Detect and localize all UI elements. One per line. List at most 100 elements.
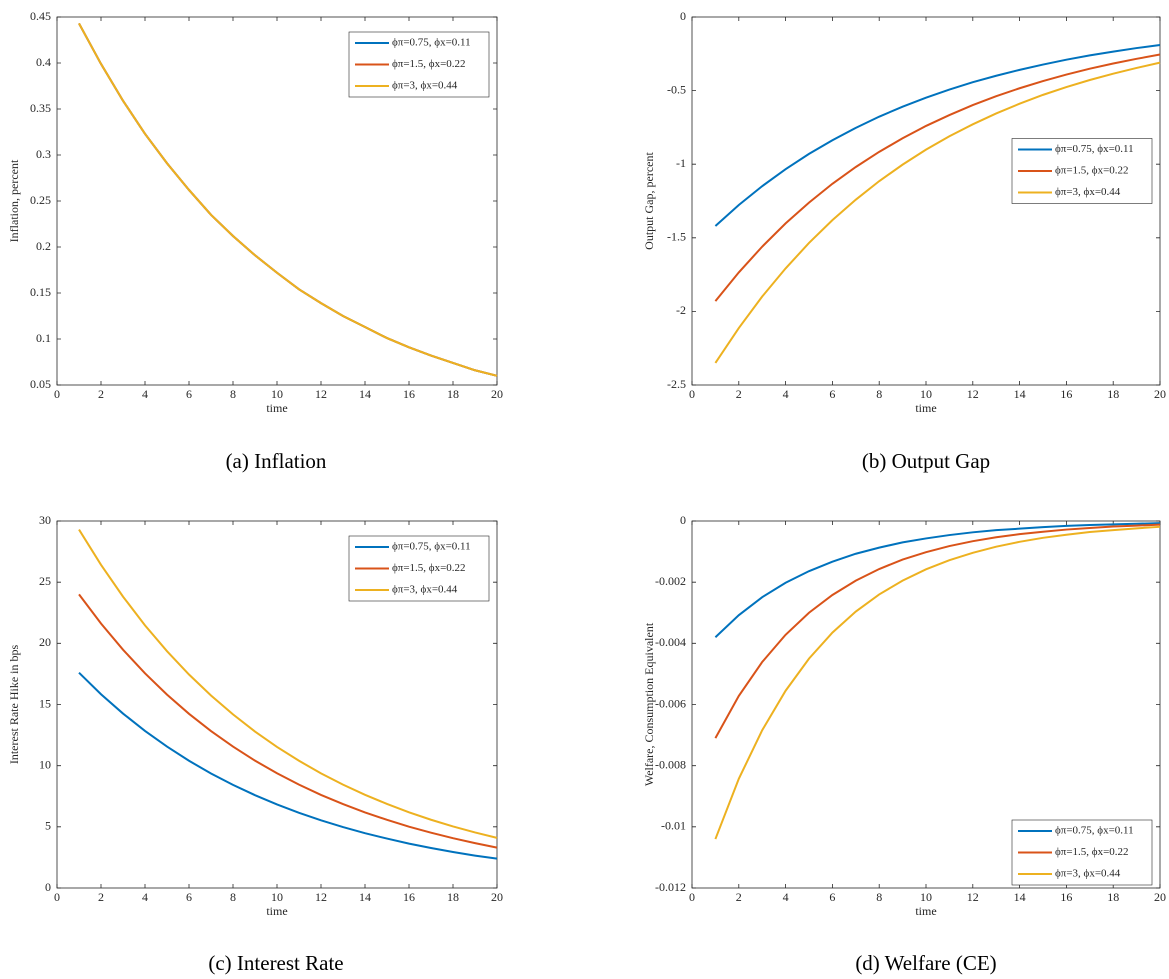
x-tick-label: 14 [1014,890,1026,904]
x-tick-label: 8 [876,890,882,904]
series-line [78,22,498,377]
y-tick-label: 0.3 [36,147,51,161]
x-tick-label: 16 [1060,387,1072,401]
legend-label: ϕπ=0.75, ϕx=0.11 [1055,825,1134,837]
x-tick-label: 18 [1107,387,1119,401]
x-tick-label: 4 [783,890,789,904]
caption: (d) Welfare (CE) [855,951,996,975]
x-tick-label: 2 [736,387,742,401]
x-tick-label: 10 [271,387,283,401]
y-tick-label: 0.4 [36,55,51,69]
x-axis-label: time [266,904,287,918]
y-tick-label: -0.002 [655,574,686,588]
series-line [714,522,1161,638]
series-line [78,593,498,849]
y-tick-label: 0 [45,880,51,894]
x-tick-label: 6 [186,890,192,904]
legend-label: ϕπ=0.75, ϕx=0.11 [392,541,471,553]
x-tick-label: 2 [98,387,104,401]
y-tick-label: 0 [680,9,686,23]
y-tick-label: -0.01 [661,819,686,833]
y-tick-label: 0.1 [36,331,51,345]
series-line [714,43,1161,227]
y-tick-label: -0.006 [655,696,686,710]
y-axis-label: Interest Rate Hike in bps [7,645,21,765]
y-tick-label: 15 [39,696,51,710]
x-tick-label: 12 [967,890,979,904]
x-tick-label: 12 [967,387,979,401]
x-tick-label: 0 [54,890,60,904]
x-axis-label: time [915,904,936,918]
x-tick-label: 14 [359,890,371,904]
legend-label: ϕπ=1.5, ϕx=0.22 [1055,165,1129,177]
x-tick-label: 12 [315,890,327,904]
y-tick-label: -2 [676,303,686,317]
y-tick-label: 0.45 [30,9,51,23]
x-tick-label: 18 [447,387,459,401]
x-tick-label: 16 [403,890,415,904]
x-tick-label: 2 [736,890,742,904]
x-tick-label: 2 [98,890,104,904]
x-tick-label: 20 [491,387,503,401]
x-tick-label: 6 [829,890,835,904]
x-tick-label: 4 [783,387,789,401]
legend-label: ϕπ=1.5, ϕx=0.22 [392,58,466,70]
legend-label: ϕπ=1.5, ϕx=0.22 [392,562,466,574]
legend-label: ϕπ=1.5, ϕx=0.22 [1055,846,1129,858]
y-tick-label: -0.004 [655,635,686,649]
y-tick-label: 30 [39,513,51,527]
y-axis-label: Output Gap, percent [642,152,656,250]
legend-label: ϕπ=0.75, ϕx=0.11 [1055,143,1134,155]
x-tick-label: 8 [230,890,236,904]
y-tick-label: -1 [676,156,686,170]
legend-label: ϕπ=3, ϕx=0.44 [1055,186,1121,198]
y-axis-label: Inflation, percent [7,159,21,242]
x-tick-label: 4 [142,387,148,401]
y-tick-label: -0.5 [667,82,686,96]
y-tick-label: 10 [39,757,51,771]
caption: (b) Output Gap [862,449,990,473]
y-tick-label: -0.008 [655,757,686,771]
y-tick-label: -2.5 [667,377,686,391]
series-line [714,523,1161,739]
x-tick-label: 20 [1154,387,1166,401]
chart-panel: 0 2 4 6 8 10 12 14 16 18 20 -2.5 -2 -1.5 -1 -0.5 0 time Ou… [642,9,1166,415]
caption: (a) Inflation [226,449,327,473]
series-line [714,61,1161,364]
legend-label: ϕπ=3, ϕx=0.44 [392,80,458,92]
x-tick-label: 0 [54,387,60,401]
series-line [78,671,498,860]
y-tick-label: 0.2 [36,239,51,253]
x-tick-label: 10 [920,387,932,401]
y-tick-label: 0.05 [30,377,51,391]
y-tick-label: -0.012 [655,880,686,894]
x-axis-label: time [915,401,936,415]
y-tick-label: 20 [39,635,51,649]
x-tick-label: 0 [689,890,695,904]
series-line [714,53,1161,302]
y-tick-label: 0.15 [30,285,51,299]
x-tick-label: 16 [1060,890,1072,904]
y-axis-label: Welfare, Consumption Equivalent [642,622,656,786]
y-tick-label: 0.25 [30,193,51,207]
x-tick-label: 14 [1014,387,1026,401]
x-tick-label: 10 [271,890,283,904]
y-tick-label: 5 [45,819,51,833]
x-tick-label: 18 [447,890,459,904]
x-tick-label: 8 [876,387,882,401]
x-tick-label: 6 [829,387,835,401]
legend-label: ϕπ=0.75, ϕx=0.11 [392,37,471,49]
series-line [714,525,1161,840]
x-tick-label: 18 [1107,890,1119,904]
x-tick-label: 20 [1154,890,1166,904]
x-tick-label: 14 [359,387,371,401]
x-tick-label: 6 [186,387,192,401]
y-tick-label: 0.35 [30,101,51,115]
x-tick-label: 0 [689,387,695,401]
series-line [78,529,498,839]
x-tick-label: 12 [315,387,327,401]
x-tick-label: 20 [491,890,503,904]
y-tick-label: -1.5 [667,230,686,244]
x-axis-label: time [266,401,287,415]
